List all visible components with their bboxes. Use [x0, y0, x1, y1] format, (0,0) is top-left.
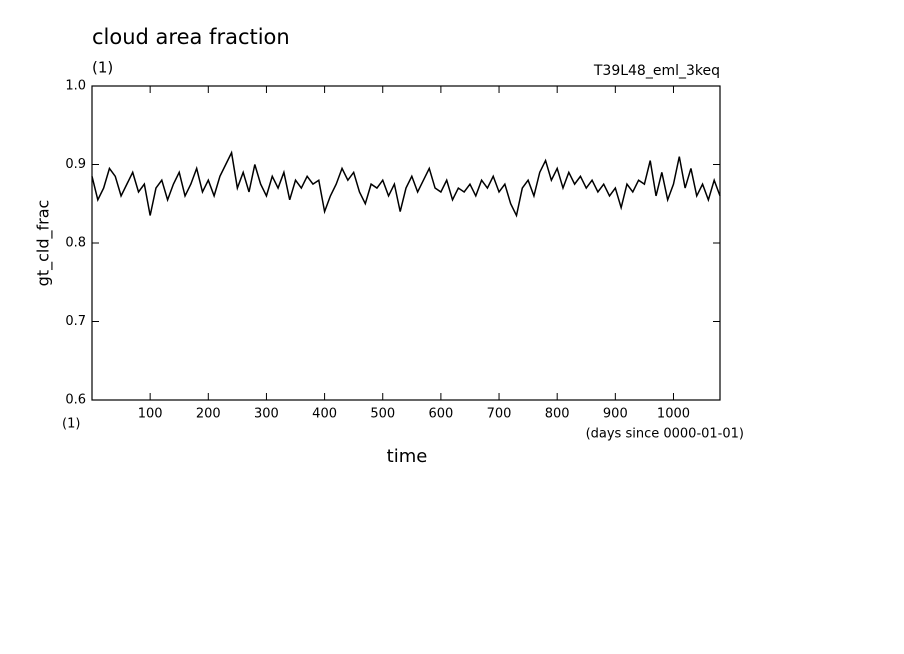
- y-tick-label: 0.7: [65, 314, 86, 329]
- run-label: T39L48_eml_3keq: [593, 63, 720, 79]
- y-tick-label: 1.0: [65, 79, 86, 94]
- x-tick-label: 600: [428, 407, 453, 422]
- x-unit: (days since 0000-01-01): [586, 427, 744, 442]
- subtitle: (1): [92, 59, 113, 77]
- y-tick-label: 0.8: [65, 236, 86, 251]
- chart-title: cloud area fraction: [92, 25, 290, 49]
- x-tick-label: 300: [254, 407, 279, 422]
- x-tick-label: 900: [603, 407, 628, 422]
- x-tick-label: 100: [138, 407, 163, 422]
- x-tick-label: 800: [545, 407, 570, 422]
- x-axis-label: time: [387, 446, 428, 467]
- plot-frame: [91, 85, 721, 401]
- x-tick-label: 1000: [657, 407, 690, 422]
- x-tick-label: 200: [196, 407, 221, 422]
- y-axis-label: gt_cld_frac: [34, 200, 54, 287]
- y-tick-label: 0.6: [65, 393, 86, 408]
- data-line: [91, 150, 721, 218]
- x-tick-label: 500: [370, 407, 395, 422]
- y-tick-label: 0.9: [65, 157, 86, 172]
- x-tick-label: 400: [312, 407, 337, 422]
- y-unit: (1): [62, 417, 80, 432]
- x-tick-label: 700: [487, 407, 512, 422]
